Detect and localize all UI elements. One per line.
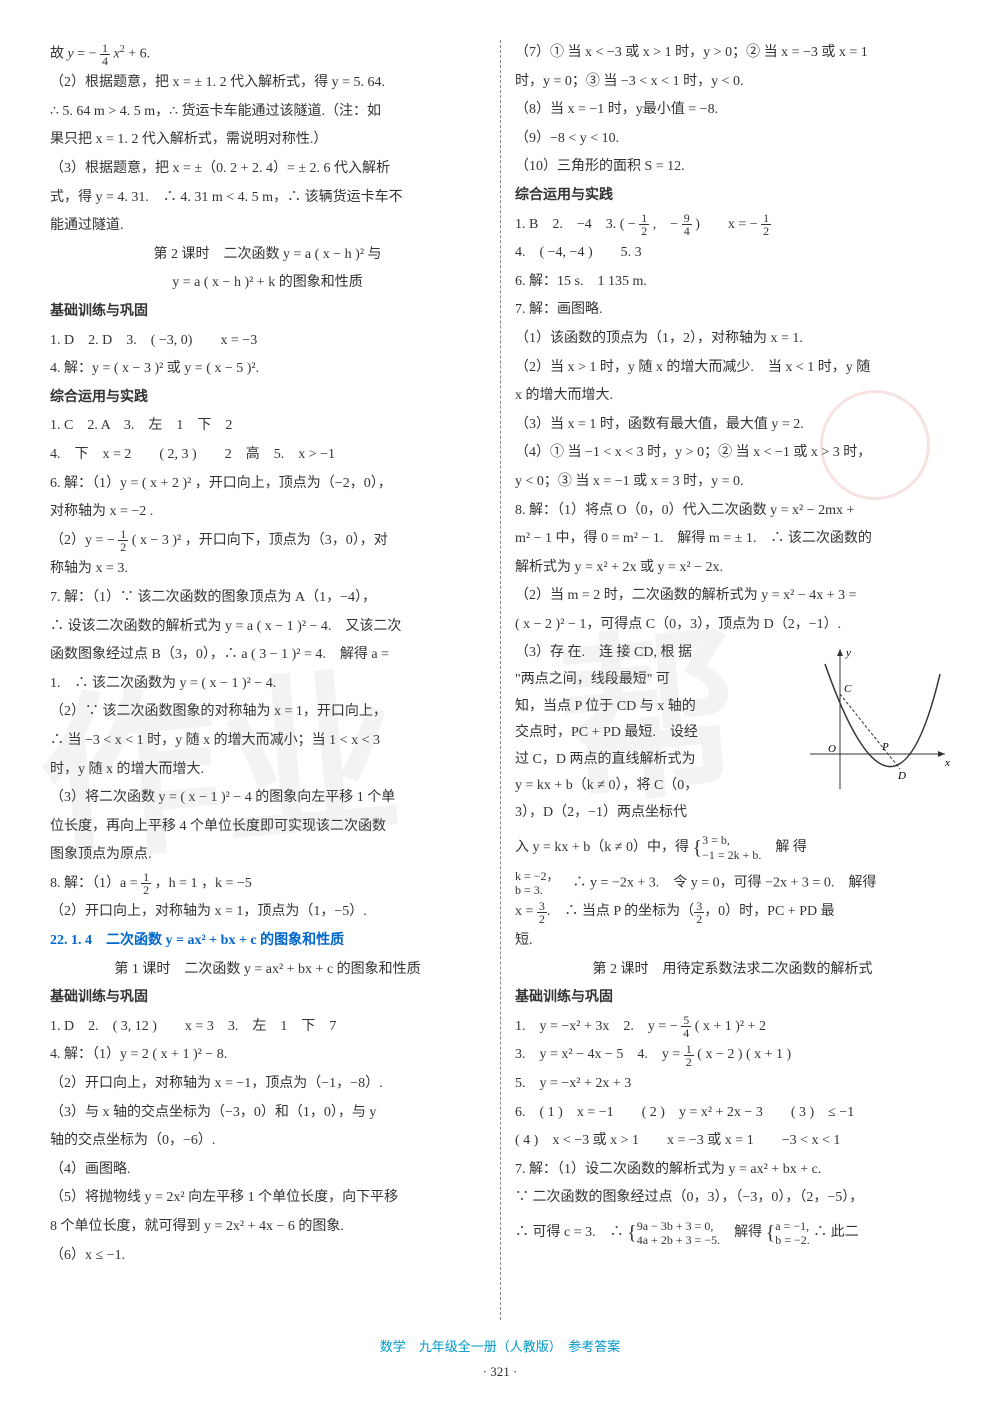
text-line: （2）当 x > 1 时，y 随 x 的增大而减少. 当 x < 1 时，y 随: [515, 355, 950, 382]
parabola-graph: x y O C P D: [800, 644, 950, 794]
text-line: 5. y = −x² + 2x + 3: [515, 1071, 950, 1098]
footer-text: 数学 九年级全一册（人教版） 参考答案: [380, 1339, 621, 1354]
text-line: x = 32. ∴ 当点 P 的坐标为（32，0）时，PC + PD 最: [515, 899, 950, 926]
text-line: 时，y 随 x 的增大而增大.: [50, 757, 485, 784]
text-line: 8. 解：（1）将点 O（0，0）代入二次函数 y = x² − 2mx +: [515, 498, 950, 525]
text-line: 1. D 2. ( 3, 12 ) x = 3 3. 左 1 下 7: [50, 1014, 485, 1041]
text-line: 轴的交点坐标为（0，−6）.: [50, 1128, 485, 1155]
text-line: 4. 解：y = ( x − 3 )² 或 y = ( x − 5 )².: [50, 356, 485, 383]
text-line: 4. ( −4, −4 ) 5. 3: [515, 240, 950, 267]
text-line: （2）当 m = 2 时，二次函数的解析式为 y = x² − 4x + 3 =: [515, 583, 950, 610]
text-line: （2）开口向上，对称轴为 x = 1，顶点为（1，−5）.: [50, 899, 485, 926]
text-line: 解析式为 y = x² + 2x 或 y = x² − 2x.: [515, 555, 950, 582]
graph-block: x y O C P D （3）存 在. 连 接 CD, 根 据 "两点之间，线段…: [515, 640, 950, 826]
section-heading: 基础训练与巩固: [515, 985, 950, 1012]
text-line: （3）与 x 轴的交点坐标为（−3，0）和（1，0），与 y: [50, 1100, 485, 1127]
text-line: 7. 解：（1）∵ 该二次函数的图象顶点为 A（1，−4），: [50, 585, 485, 612]
text-line: m² − 1 中，得 0 = m² − 1. 解得 m = ± 1. ∴ 该二次…: [515, 526, 950, 553]
lesson-title: 第 1 课时 二次函数 y = ax² + bx + c 的图象和性质: [50, 957, 485, 984]
text-line: （2）根据题意，把 x = ± 1. 2 代入解析式，得 y = 5. 64.: [50, 70, 485, 97]
svg-text:x: x: [944, 757, 950, 769]
text-line: 1. ∴ 该二次函数为 y = ( x − 1 )² − 4.: [50, 671, 485, 698]
text-line: 函数图象经过点 B（3，0），∴ a ( 3 − 1 )² = 4. 解得 a …: [50, 642, 485, 669]
text-line: （3）根据题意，把 x = ±（0. 2 + 2. 4）= ± 2. 6 代入解…: [50, 156, 485, 183]
text-line: 1. B 2. −4 3. ( − 12 , − 94 ) x = − 12: [515, 212, 950, 239]
text-line: 时，y = 0；③ 当 −3 < x < 1 时，y < 0.: [515, 69, 950, 96]
text-line: （10）三角形的面积 S = 12.: [515, 154, 950, 181]
text-line: （1）该函数的顶点为（1，2），对称轴为 x = 1.: [515, 326, 950, 353]
text-line: 1. y = −x² + 3x 2. y = − 54 ( x + 1 )² +…: [515, 1014, 950, 1041]
text-line: （6）x ≤ −1.: [50, 1243, 485, 1270]
text-line: 6. ( 1 ) x = −1 ( 2 ) y = x² + 2x − 3 ( …: [515, 1100, 950, 1127]
svg-text:y: y: [845, 647, 851, 659]
lesson-title: y = a ( x − h )² + k 的图象和性质: [50, 270, 485, 297]
svg-text:C: C: [844, 683, 852, 695]
text-line: ( x − 2 )² − 1，可得点 C（0，3），顶点为 D（2，−1）.: [515, 612, 950, 639]
text-line: 7. 解：（1）设二次函数的解析式为 y = ax² + bx + c.: [515, 1157, 950, 1184]
svg-text:D: D: [897, 770, 906, 782]
text-line: （8）当 x = −1 时，y最小值 = −8.: [515, 97, 950, 124]
page-number: · 321 ·: [483, 1364, 518, 1379]
text-line: 4. 解：（1）y = 2 ( x + 1 )² − 8.: [50, 1042, 485, 1069]
text-line: 能通过隧道.: [50, 213, 485, 240]
text-line: 入 y = kx + b（k ≠ 0）中，得 {3 = b,−1 = 2k + …: [515, 829, 950, 867]
lesson-title: 第 2 课时 二次函数 y = a ( x − h )² 与: [50, 242, 485, 269]
text-line: ∵ 二次函数的图象经过点（0，3），（−3，0），（2，−5），: [515, 1185, 950, 1212]
text-line: 6. 解：（1）y = ( x + 2 )² ，开口向上，顶点为（−2，0），: [50, 471, 485, 498]
text-line: 故 y = − 14 x2 + 6.: [50, 40, 485, 68]
text-line: 3. y = x² − 4x − 5 4. y = 12 ( x − 2 ) (…: [515, 1042, 950, 1069]
text-line: 式，得 y = 4. 31. ∴ 4. 31 m < 4. 5 m，∴ 该辆货运…: [50, 185, 485, 212]
text-line: 对称轴为 x = −2 .: [50, 499, 485, 526]
text-line: ∴ 5. 64 m > 4. 5 m，∴ 货运卡车能通过该隧道.（注：如: [50, 99, 485, 126]
text-line: 果只把 x = 1. 2 代入解析式，需说明对称性.）: [50, 127, 485, 154]
text-line: ( 4 ) x < −3 或 x > 1 x = −3 或 x = 1 −3 <…: [515, 1128, 950, 1155]
text-line: 8 个单位长度，就可得到 y = 2x² + 4x − 6 的图象.: [50, 1214, 485, 1241]
text-line: y < 0；③ 当 x = −1 或 x = 3 时，y = 0.: [515, 469, 950, 496]
text-line: 1. D 2. D 3. ( −3, 0) x = −3: [50, 328, 485, 355]
text-line: （4）① 当 −1 < x < 3 时，y > 0；② 当 x < −1 或 x…: [515, 440, 950, 467]
text-line: （5）将抛物线 y = 2x² 向左平移 1 个单位长度，向下平移: [50, 1185, 485, 1212]
section-heading: 综合运用与实践: [50, 385, 485, 412]
section-heading: 基础训练与巩固: [50, 985, 485, 1012]
text-line: （2）y = − 12 ( x − 3 )² ，开口向下，顶点为（3，0），对: [50, 528, 485, 555]
text-line: 6. 解：15 s. 1 135 m.: [515, 269, 950, 296]
svg-text:P: P: [881, 741, 889, 753]
text-line: 图象顶点为原点.: [50, 842, 485, 869]
text-line: ∴ 可得 c = 3. ∴ {9a − 3b + 3 = 0,4a + 2b +…: [515, 1214, 950, 1252]
text-line: （3）将二次函数 y = ( x − 1 )² − 4 的图象向左平移 1 个单: [50, 785, 485, 812]
text-line: 7. 解：画图略.: [515, 297, 950, 324]
text-line: （3）当 x = 1 时，函数有最大值，最大值 y = 2.: [515, 412, 950, 439]
text-line: 4. 下 x = 2 ( 2, 3 ) 2 高 5. x > −1: [50, 442, 485, 469]
text-line: （9）−8 < y < 10.: [515, 126, 950, 153]
text-line: 位长度，再向上平移 4 个单位长度即可实现该二次函数: [50, 814, 485, 841]
text-line: k = −2，b = 3. ∴ y = −2x + 3. 令 y = 0，可得 …: [515, 869, 950, 898]
svg-text:O: O: [828, 743, 836, 755]
text-line: （2）∵ 该二次函数图象的对称轴为 x = 1，开口向上，: [50, 699, 485, 726]
text-line: （4）画图略.: [50, 1157, 485, 1184]
text-line: x 的增大而增大.: [515, 383, 950, 410]
text-line: （2）开口向上，对称轴为 x = −1，顶点为（−1，−8）.: [50, 1071, 485, 1098]
page-columns: 故 y = − 14 x2 + 6. （2）根据题意，把 x = ± 1. 2 …: [50, 40, 950, 1320]
section-heading: 基础训练与巩固: [50, 299, 485, 326]
lesson-title: 第 2 课时 用待定系数法求二次函数的解析式: [515, 957, 950, 984]
text-line: 短.: [515, 928, 950, 955]
section-heading: 综合运用与实践: [515, 183, 950, 210]
text-line: 8. 解：（1）a = 12 ，h = 1 ，k = −5: [50, 871, 485, 898]
text-line: 称轴为 x = 3.: [50, 556, 485, 583]
text-line: 1. C 2. A 3. 左 1 下 2: [50, 413, 485, 440]
text-line: ∴ 设该二次函数的解析式为 y = a ( x − 1 )² − 4. 又该二次: [50, 614, 485, 641]
text-line: ∴ 当 −3 < x < 1 时，y 随 x 的增大而减小；当 1 < x < …: [50, 728, 485, 755]
page-footer: 数学 九年级全一册（人教版） 参考答案 · 321 ·: [50, 1335, 950, 1384]
text-line: （7）① 当 x < −3 或 x > 1 时，y > 0；② 当 x = −3…: [515, 40, 950, 67]
blue-heading: 22. 1. 4 二次函数 y = ax² + bx + c 的图象和性质: [50, 928, 485, 955]
